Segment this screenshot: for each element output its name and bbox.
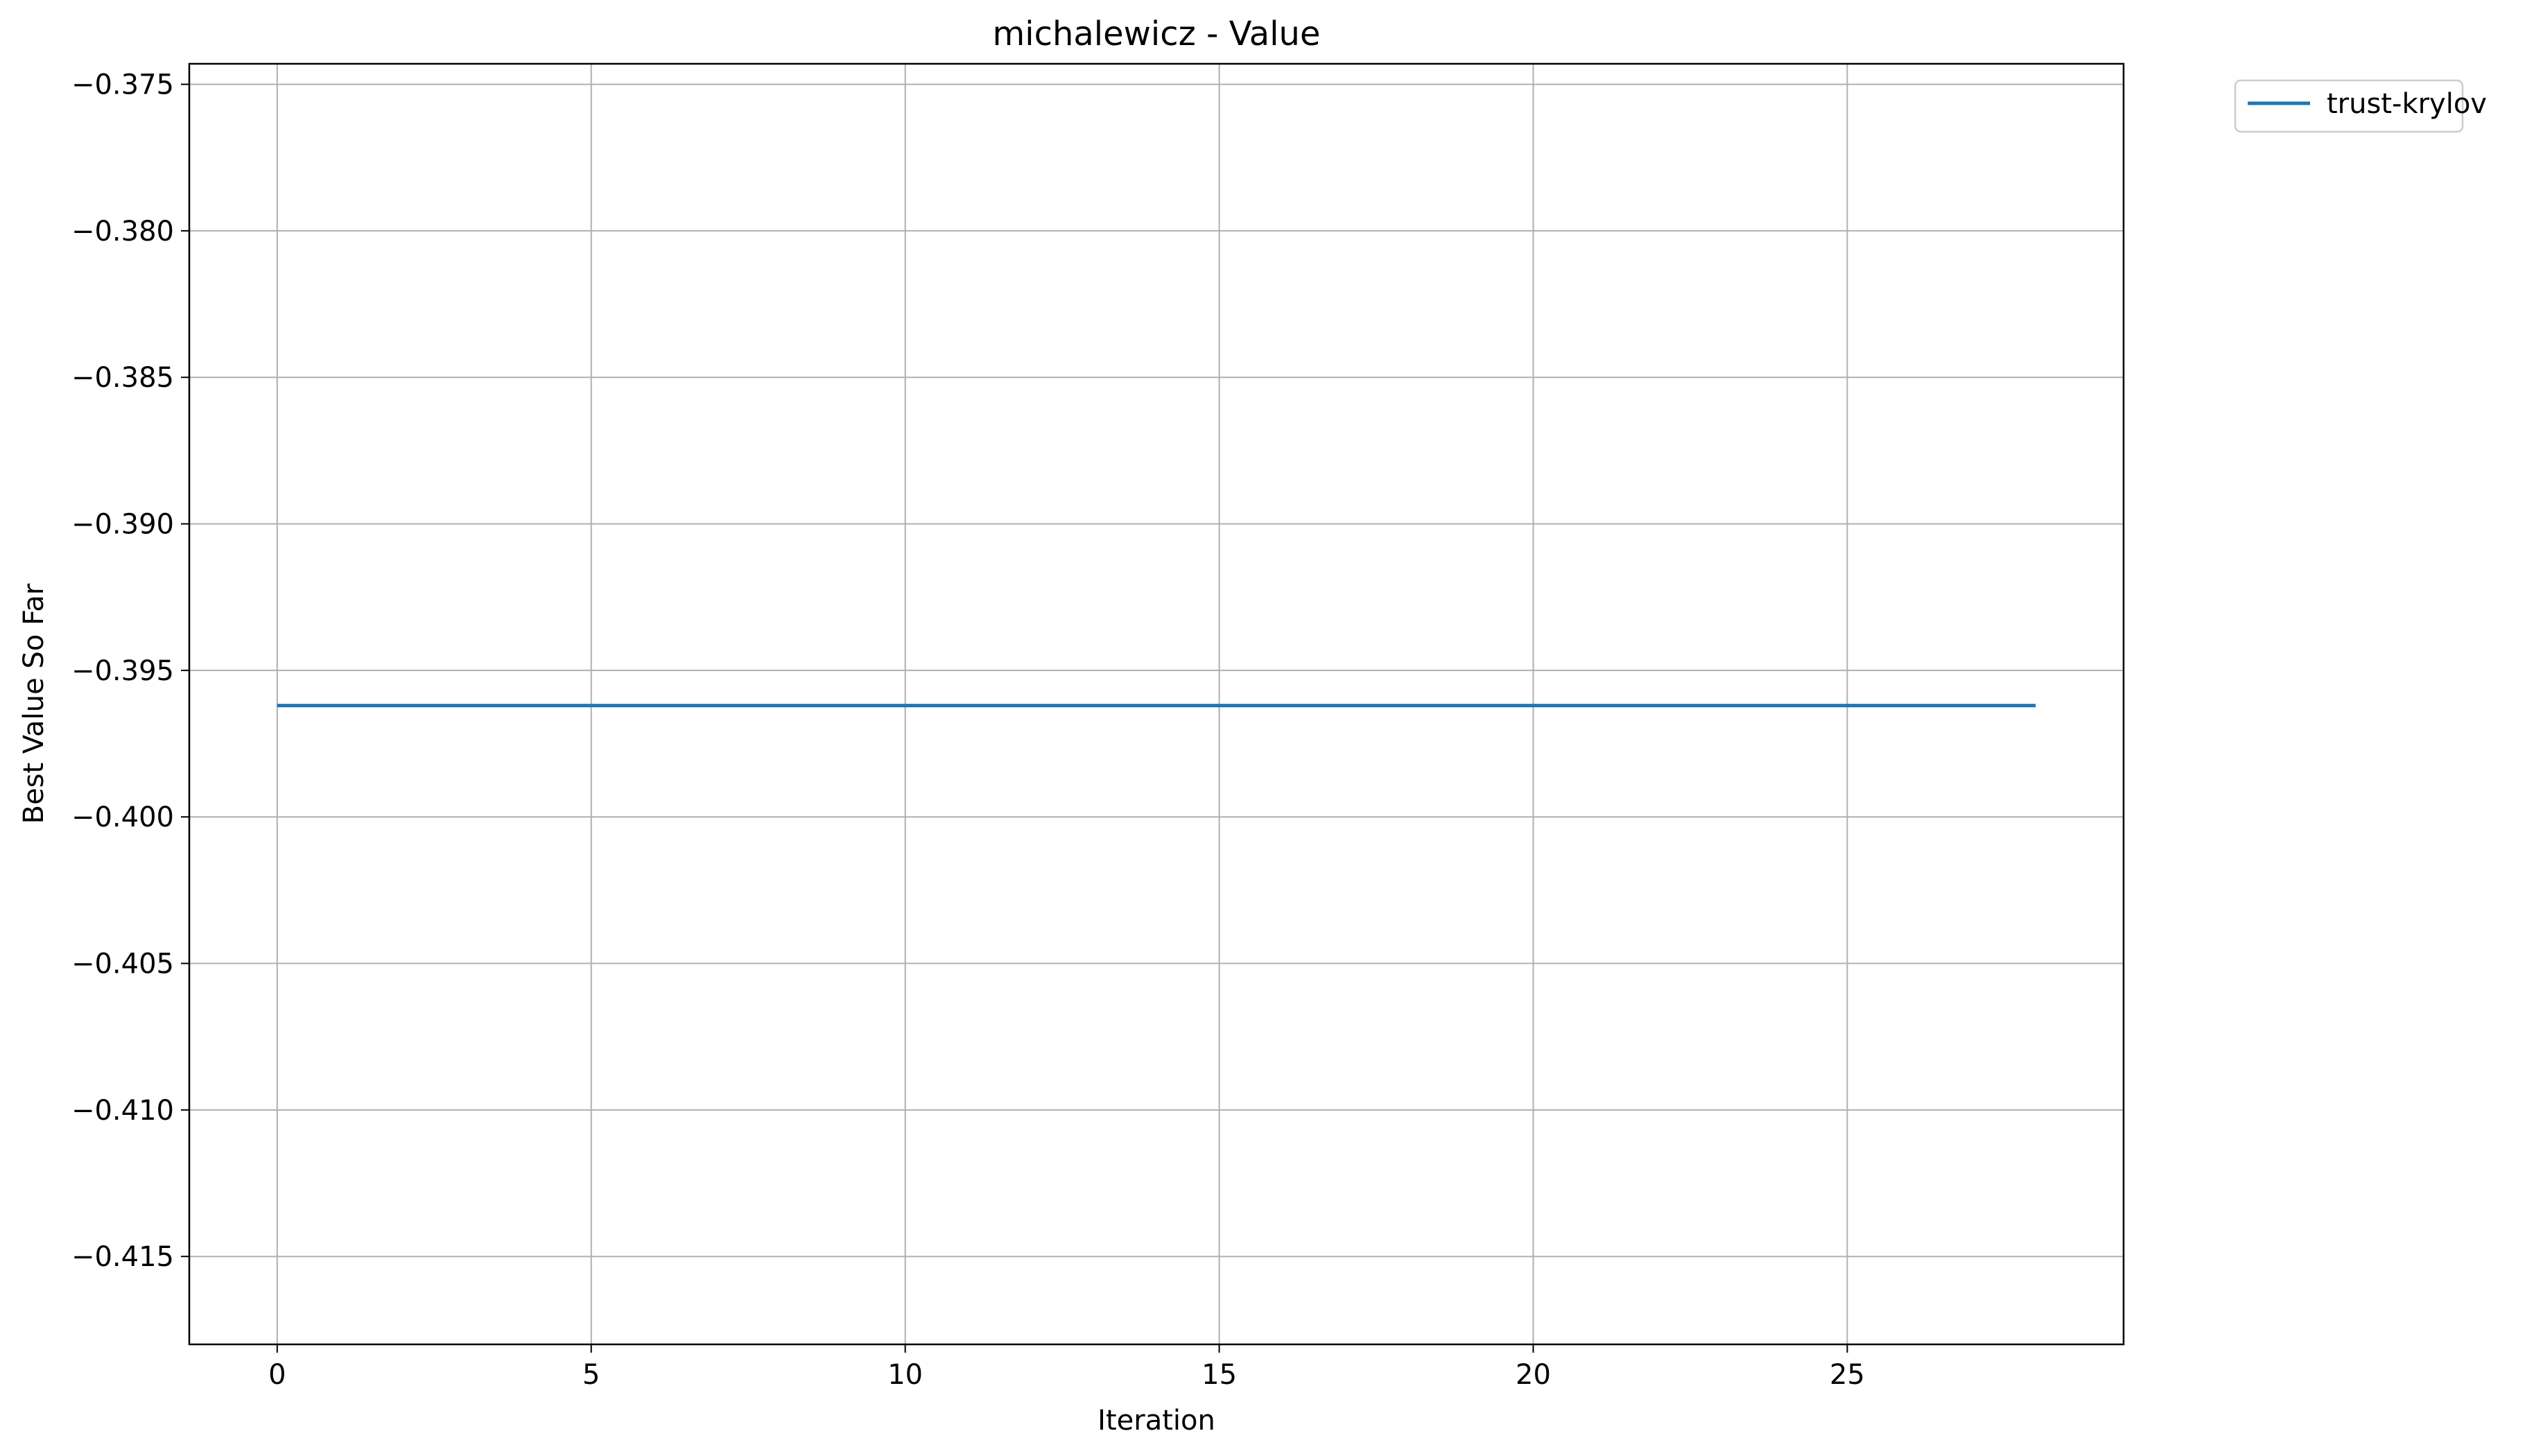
legend-label-trust-krylov: trust-krylov [2327, 88, 2487, 120]
x-tick-label: 25 [1830, 1359, 1865, 1391]
legend: trust-krylov [2234, 79, 2487, 133]
x-tick-label: 15 [1201, 1359, 1237, 1391]
y-tick-label: −0.395 [71, 655, 174, 687]
y-tick-label: −0.405 [71, 948, 174, 980]
y-tick-label: −0.410 [71, 1095, 174, 1127]
x-tick-label: 20 [1516, 1359, 1551, 1391]
x-axis-label: Iteration [1097, 1405, 1215, 1437]
x-axis-ticks: 0 5 10 15 20 25 [268, 1344, 1865, 1391]
y-axis-ticks: −0.375 −0.380 −0.385 −0.390 −0.395 −0.400 −0.4… [71, 69, 189, 1273]
x-tick-label: 5 [582, 1359, 600, 1391]
plot-frame [188, 62, 2125, 1346]
y-axis-label: Best Value So Far [18, 583, 50, 824]
plot-area [188, 62, 2125, 1346]
y-tick-label: −0.385 [71, 362, 174, 394]
y-gridlines [189, 83, 2124, 1258]
y-tick-label: −0.380 [71, 216, 174, 248]
y-tick-label: −0.415 [71, 1241, 174, 1273]
y-tick-label: −0.400 [71, 801, 174, 833]
x-tick-label: 10 [887, 1359, 923, 1391]
chart-title: michalewicz - Value [992, 15, 1320, 53]
legend-box [2234, 79, 2464, 133]
x-tick-label: 0 [268, 1359, 286, 1391]
y-tick-label: −0.375 [71, 69, 174, 101]
y-tick-label: −0.390 [71, 509, 174, 541]
